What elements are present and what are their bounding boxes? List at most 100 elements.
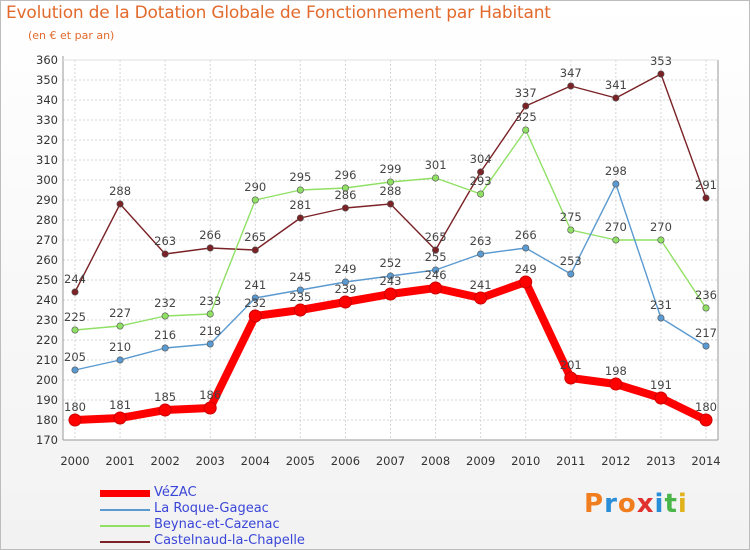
data-point	[564, 371, 578, 385]
data-label: 216	[154, 328, 176, 342]
proxiti-logo: Proxiti	[584, 489, 688, 519]
data-label: 281	[289, 198, 311, 212]
legend-label: La Roque-Gageac	[154, 501, 269, 516]
legend-label: Castelnaud-la-Chapelle	[154, 533, 305, 548]
data-label: 217	[695, 326, 717, 340]
data-label: 239	[334, 282, 356, 296]
data-point	[386, 200, 394, 208]
x-tick-label: 2008	[421, 454, 450, 468]
data-point	[702, 194, 710, 202]
data-label: 295	[289, 170, 311, 184]
data-label: 231	[650, 298, 672, 312]
logo-letter: i	[654, 489, 665, 519]
data-point	[206, 244, 214, 252]
data-point	[386, 272, 394, 280]
data-label: 347	[560, 66, 582, 80]
data-point	[432, 174, 440, 182]
x-tick-label: 2010	[511, 454, 540, 468]
data-label: 270	[650, 220, 672, 234]
data-label: 265	[425, 230, 447, 244]
data-point	[432, 266, 440, 274]
data-label: 243	[380, 274, 402, 288]
y-tick-label: 300	[36, 173, 58, 187]
y-tick-label: 230	[36, 313, 58, 327]
data-point	[474, 291, 488, 305]
data-point	[116, 322, 124, 330]
data-point	[341, 278, 349, 286]
data-label: 270	[605, 220, 627, 234]
x-tick-label: 2007	[376, 454, 405, 468]
data-point	[296, 214, 304, 222]
data-point	[429, 281, 443, 295]
data-point	[657, 70, 665, 78]
x-tick-label: 2002	[151, 454, 180, 468]
data-label: 191	[650, 378, 672, 392]
data-point	[522, 102, 530, 110]
data-point	[158, 403, 172, 417]
data-point	[477, 190, 485, 198]
data-point	[702, 304, 710, 312]
data-label: 241	[470, 278, 492, 292]
data-label: 337	[515, 86, 537, 100]
data-label: 341	[605, 78, 627, 92]
data-point	[338, 295, 352, 309]
data-label: 205	[64, 350, 86, 364]
data-label: 227	[109, 306, 131, 320]
data-point	[206, 310, 214, 318]
y-tick-label: 220	[36, 333, 58, 347]
y-tick-label: 180	[36, 413, 58, 427]
data-point	[68, 413, 82, 427]
data-point	[161, 344, 169, 352]
data-label: 218	[199, 324, 221, 338]
data-label: 225	[64, 310, 86, 324]
logo-letter: x	[636, 489, 655, 519]
data-point	[293, 303, 307, 317]
x-tick-label: 2001	[105, 454, 134, 468]
y-tick-label: 270	[36, 233, 58, 247]
data-label: 266	[515, 228, 537, 242]
data-label: 325	[515, 110, 537, 124]
data-label: 244	[64, 272, 86, 286]
data-label: 232	[244, 296, 266, 310]
chart-subtitle: (en € et par an)	[28, 29, 115, 42]
data-point	[519, 275, 533, 289]
data-point	[71, 326, 79, 334]
y-tick-label: 200	[36, 373, 58, 387]
data-point	[657, 236, 665, 244]
y-tick-label: 330	[36, 113, 58, 127]
x-tick-label: 2006	[331, 454, 360, 468]
data-label: 288	[109, 184, 131, 198]
data-label: 252	[380, 256, 402, 270]
data-label: 263	[154, 234, 176, 248]
data-point	[477, 250, 485, 258]
y-tick-label: 240	[36, 293, 58, 307]
data-label: 298	[605, 164, 627, 178]
y-tick-label: 360	[36, 53, 58, 67]
data-label: 235	[289, 290, 311, 304]
legend-swatch	[100, 490, 150, 497]
data-label: 236	[695, 288, 717, 302]
x-tick-label: 2012	[601, 454, 630, 468]
data-label: 353	[650, 54, 672, 68]
data-label: 233	[199, 294, 221, 308]
data-label: 275	[560, 210, 582, 224]
data-point	[477, 168, 485, 176]
legend-label: Beynac-et-Cazenac	[154, 517, 280, 532]
chart-title: Evolution de la Dotation Globale de Fonc…	[6, 3, 551, 23]
data-label: 180	[695, 400, 717, 414]
data-point	[71, 288, 79, 296]
x-tick-label: 2005	[286, 454, 315, 468]
data-point	[612, 180, 620, 188]
data-label: 255	[425, 250, 447, 264]
data-point	[113, 411, 127, 425]
data-label: 286	[334, 188, 356, 202]
x-tick-label: 2004	[241, 454, 270, 468]
data-point	[612, 94, 620, 102]
y-tick-label: 340	[36, 93, 58, 107]
data-label: 265	[244, 230, 266, 244]
data-point	[251, 294, 259, 302]
data-point	[251, 196, 259, 204]
y-tick-label: 210	[36, 353, 58, 367]
x-tick-label: 2003	[196, 454, 225, 468]
data-label: 201	[560, 358, 582, 372]
